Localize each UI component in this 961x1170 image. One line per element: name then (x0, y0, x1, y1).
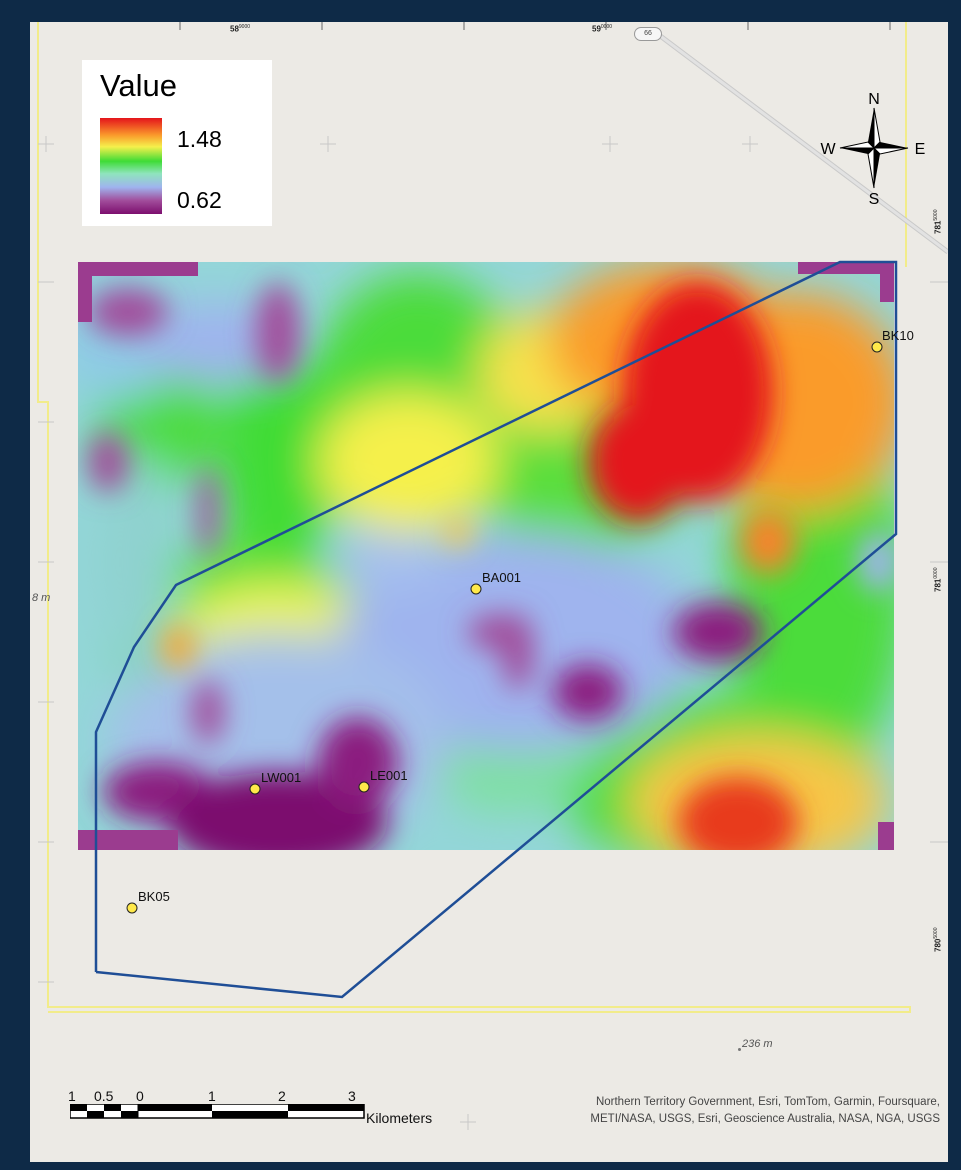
grid-label-top-left: 589000 (230, 24, 251, 34)
road-shield: 66 (634, 27, 662, 41)
site-marker-bk10[interactable] (871, 341, 883, 353)
site-marker-bk05[interactable] (126, 902, 138, 914)
site-marker-ba001[interactable] (470, 583, 482, 595)
map-attribution: Northern Territory Government, Esri, Tom… (476, 1094, 940, 1128)
site-marker-lw001[interactable] (249, 783, 261, 795)
compass-s-label: S (869, 191, 880, 206)
basemap-layer (37, 22, 948, 1130)
elevation-label-left: 8 m (32, 592, 51, 604)
compass-w-label: W (820, 141, 836, 158)
attribution-line-2: METI/NASA, USGS, Esri, Geoscience Austra… (590, 1113, 940, 1125)
scale-bar (70, 1104, 365, 1119)
site-label-le001: LE001 (370, 768, 408, 783)
scale-label-3: 3 (348, 1088, 356, 1104)
elevation-point (738, 1048, 741, 1051)
heatmap-raster (78, 262, 894, 850)
scale-label-0-5: 0.5 (94, 1088, 114, 1104)
site-label-bk10: BK10 (882, 328, 914, 343)
site-marker-le001[interactable] (358, 781, 370, 793)
scale-label-2: 2 (278, 1088, 286, 1104)
site-label-lw001: LW001 (261, 770, 302, 785)
compass-n-label: N (868, 91, 880, 108)
north-arrow-icon: N S E W (820, 91, 926, 206)
scale-unit-label: Kilometers (366, 1110, 433, 1126)
legend-min-label: 0.62 (177, 187, 222, 213)
elevation-label-bottom: 236 m (742, 1038, 773, 1050)
scale-label-0: 0 (136, 1088, 144, 1104)
scale-label-1-left: 1 (68, 1088, 76, 1104)
grid-label-right-top: 7815000 (933, 209, 943, 234)
grid-label-top-right: 590000 (592, 24, 613, 34)
map-frame[interactable]: 589000 590000 7815000 7810000 7805000 78… (30, 22, 948, 1162)
site-label-bk05: BK05 (138, 889, 170, 904)
value-heatmap[interactable] (78, 262, 894, 850)
legend-color-ramp (100, 118, 162, 214)
attribution-line-1: Northern Territory Government, Esri, Tom… (595, 1096, 940, 1108)
legend-title: Value (100, 68, 177, 103)
legend-max-label: 1.48 (177, 126, 222, 152)
map-legend: Value 1.48 0.62 (82, 60, 272, 226)
site-label-ba001: BA001 (482, 570, 522, 585)
grid-label-right-bottom: 7805000 (933, 927, 943, 952)
compass-e-label: E (915, 141, 926, 158)
scale-label-1: 1 (208, 1088, 216, 1104)
grid-label-right-mid: 7810000 (933, 567, 943, 592)
